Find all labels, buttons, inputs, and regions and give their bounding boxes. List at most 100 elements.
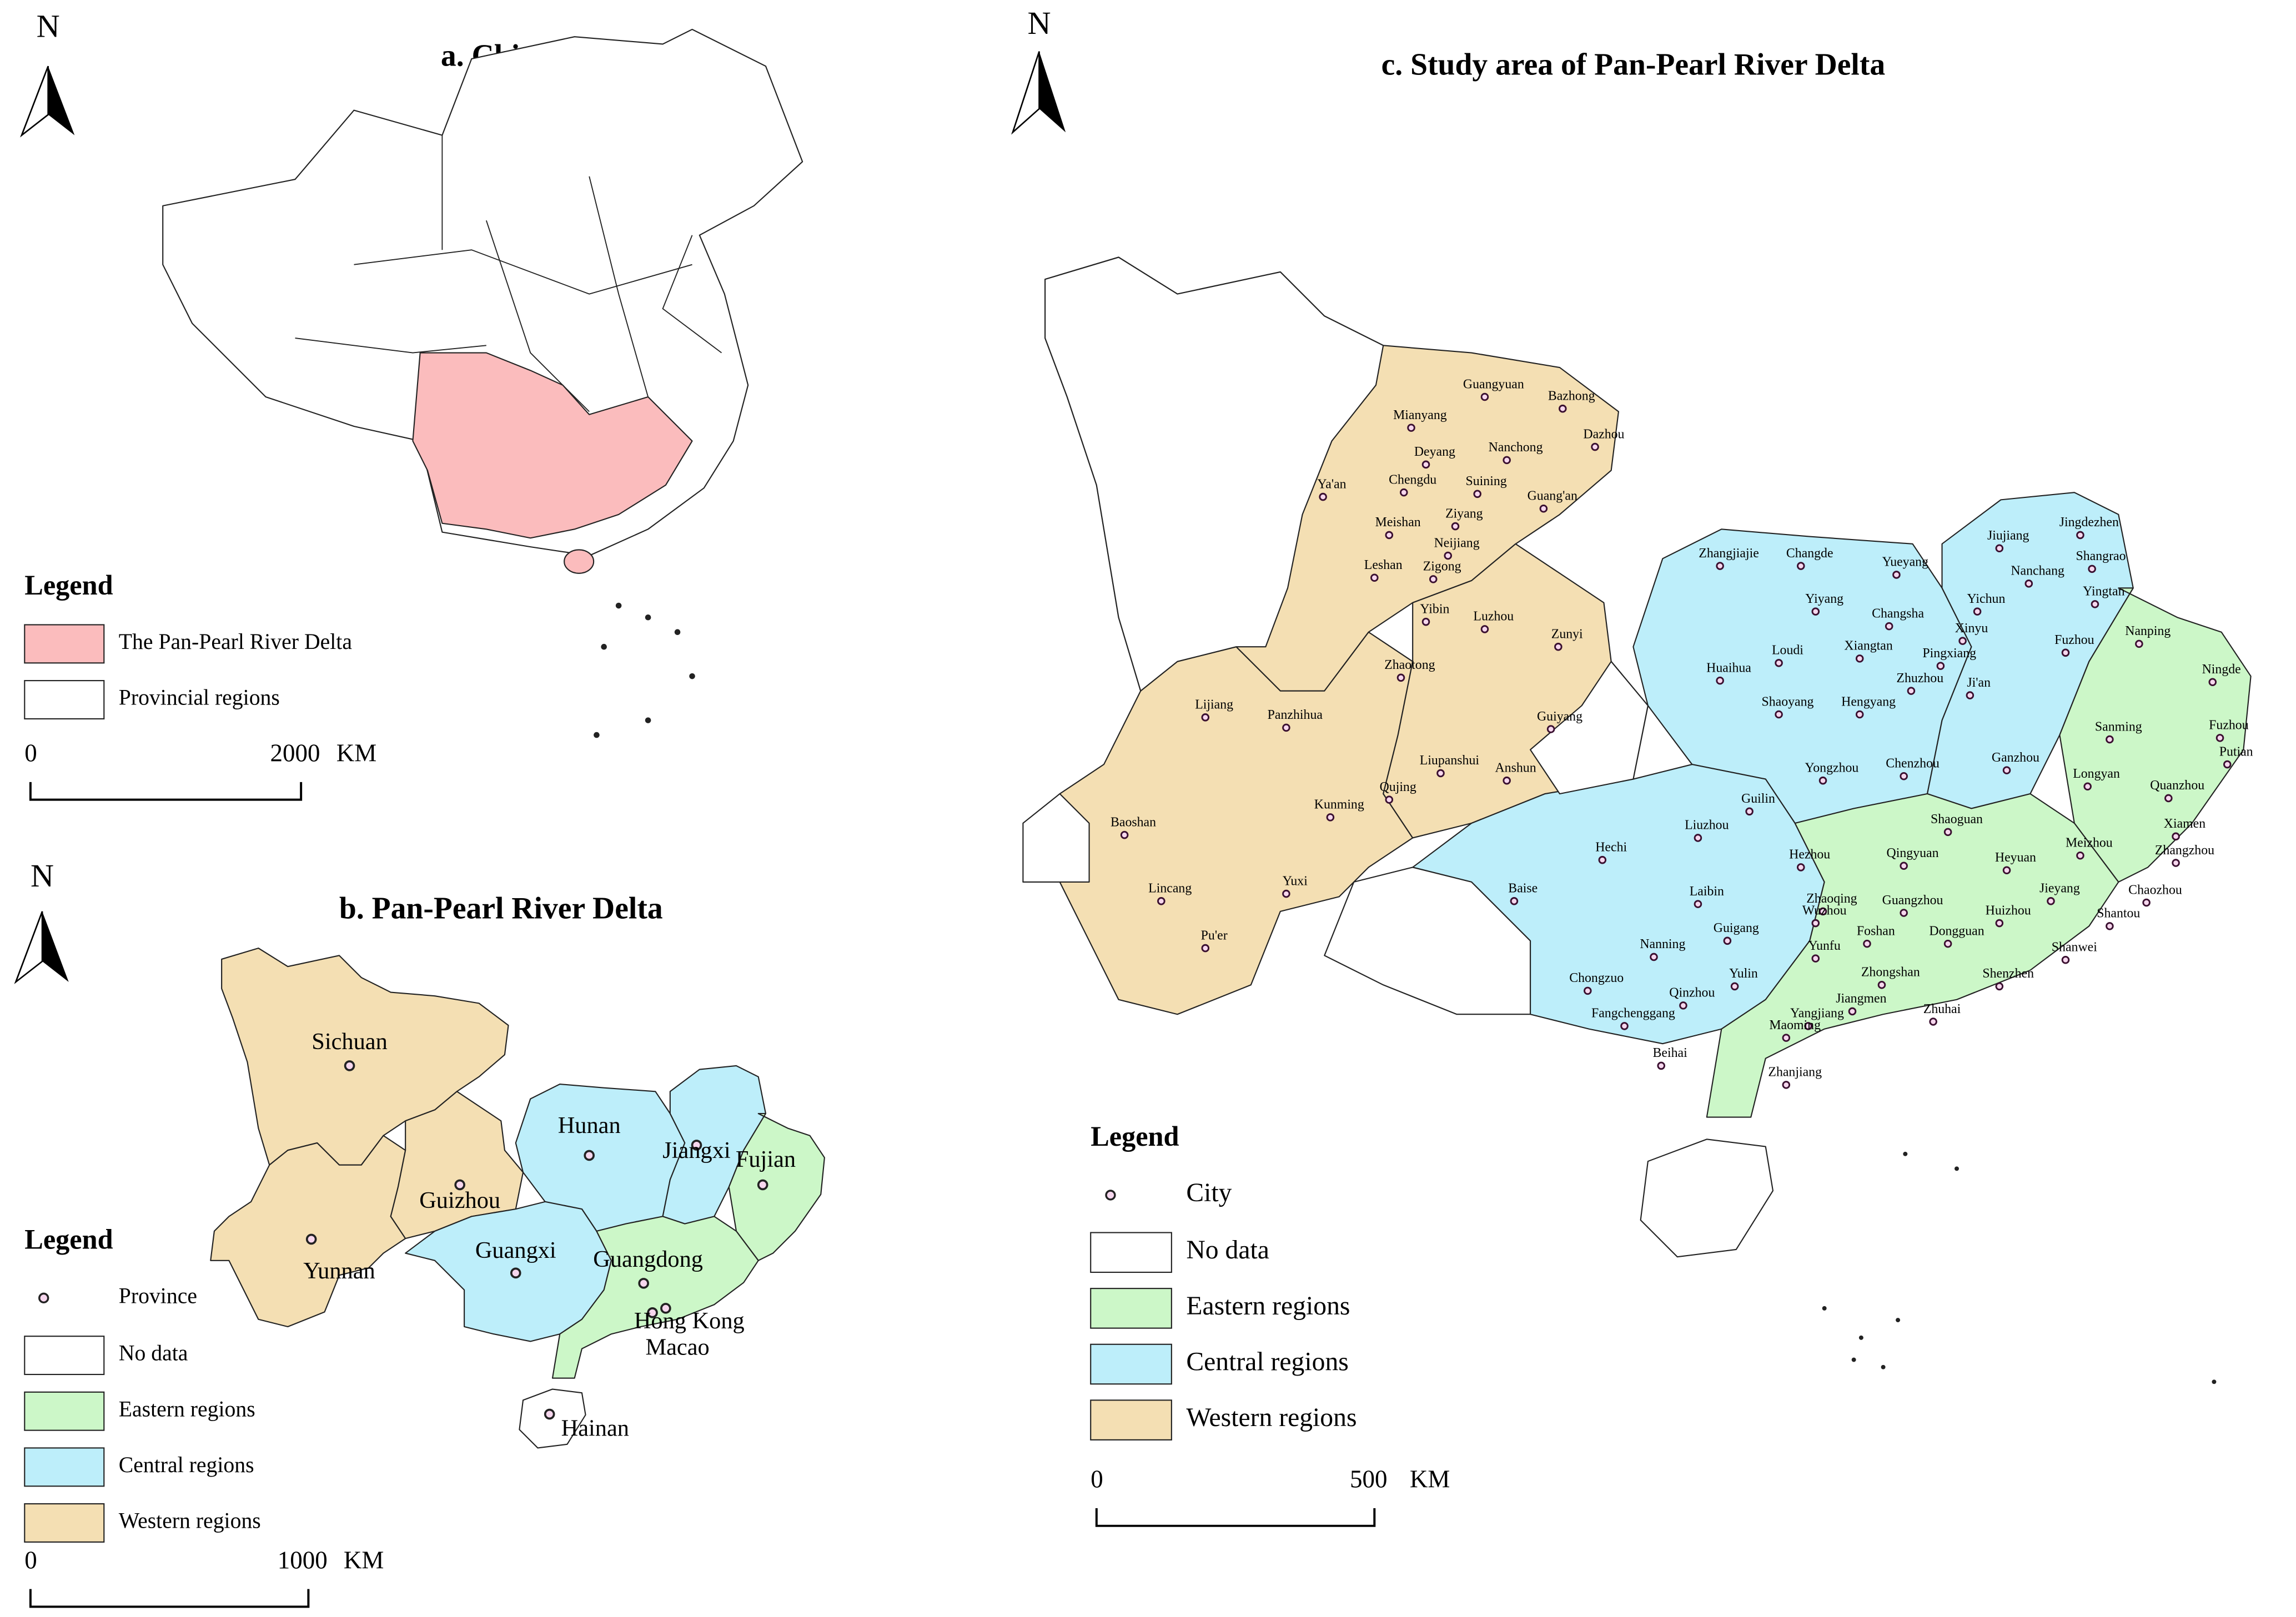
city-point bbox=[1995, 544, 2004, 553]
city-point bbox=[1892, 571, 1901, 579]
province-point bbox=[584, 1150, 595, 1161]
city-label: Jingdezhen bbox=[2059, 515, 2119, 530]
city-label: Suining bbox=[1466, 474, 1507, 488]
north-label: N bbox=[1027, 5, 1051, 41]
city-point bbox=[2002, 766, 2011, 774]
province-area bbox=[1640, 1139, 1774, 1258]
city-label: Yingtan bbox=[2083, 585, 2125, 599]
city-label: Liuzhou bbox=[1685, 818, 1729, 833]
legend-label: Province bbox=[119, 1283, 197, 1308]
city-label: Ziyang bbox=[1445, 506, 1483, 521]
city-point bbox=[1775, 710, 1783, 719]
scale-label: 500 bbox=[1350, 1465, 1388, 1493]
province-point bbox=[757, 1179, 768, 1191]
city-point bbox=[1620, 1022, 1629, 1030]
city-label: Laibin bbox=[1690, 884, 1724, 899]
city-point bbox=[1863, 939, 1871, 948]
city-label: Fuzhou bbox=[2054, 633, 2094, 647]
island bbox=[601, 643, 607, 650]
legend-title: Legend bbox=[1091, 1121, 1179, 1152]
city-label: Bazhong bbox=[1548, 389, 1595, 403]
city-label: Shaoguan bbox=[1931, 812, 1983, 827]
city-label: Dongguan bbox=[1929, 924, 1984, 938]
province-label: Jiangxi bbox=[662, 1137, 730, 1163]
city-point bbox=[1694, 834, 1702, 842]
city-point bbox=[1584, 986, 1592, 995]
province-point bbox=[660, 1303, 671, 1314]
province-point bbox=[544, 1408, 555, 1420]
north-arrow-a bbox=[20, 66, 75, 138]
city-label: Zigong bbox=[1423, 560, 1461, 574]
city-point bbox=[2106, 922, 2114, 930]
city-point bbox=[1818, 776, 1827, 785]
province-point bbox=[510, 1267, 521, 1279]
island bbox=[1822, 1306, 1827, 1311]
legend-label: Eastern regions bbox=[119, 1397, 255, 1421]
study-area-map bbox=[1022, 256, 2252, 1384]
city-label: Nanchong bbox=[1489, 440, 1543, 455]
city-point bbox=[1407, 424, 1415, 432]
city-label: Fuzhou bbox=[2209, 718, 2249, 733]
city-point bbox=[1855, 710, 1864, 719]
city-point bbox=[1385, 531, 1394, 540]
city-label: Xiamen bbox=[2164, 817, 2206, 831]
island bbox=[615, 602, 622, 609]
city-point bbox=[1877, 980, 1886, 989]
city-point bbox=[1900, 909, 1908, 917]
city-point bbox=[1546, 725, 1555, 733]
city-point bbox=[1811, 954, 1820, 963]
ppr-region bbox=[564, 549, 595, 574]
city-point bbox=[1319, 492, 1327, 501]
city-label: Zhuzhou bbox=[1896, 671, 1943, 686]
province-label: Hong Kong bbox=[634, 1308, 745, 1334]
city-point bbox=[1554, 642, 1563, 651]
scale-label: 0 bbox=[1091, 1465, 1103, 1493]
panel-title: c. Study area of Pan-Pearl River Delta bbox=[1381, 48, 1886, 82]
province-border bbox=[589, 176, 649, 397]
city-point bbox=[1282, 723, 1290, 732]
city-label: Yangjiang bbox=[1790, 1006, 1844, 1021]
city-label: Wuzhou bbox=[1802, 903, 1847, 918]
legend-swatch bbox=[24, 1503, 105, 1543]
legend-label: Central regions bbox=[119, 1453, 254, 1477]
city-label: Huizhou bbox=[1986, 903, 2031, 918]
city-point bbox=[1716, 562, 1724, 570]
legend-swatch bbox=[24, 1391, 105, 1431]
legend-swatch bbox=[1090, 1232, 1172, 1273]
province-label: Sichuan bbox=[312, 1029, 387, 1055]
legend-swatch bbox=[1090, 1343, 1172, 1385]
city-point bbox=[1848, 1007, 1857, 1016]
labels: Sichuan Yunnan Guizhou Hunan Jiangxi Fujian Gu… bbox=[24, 377, 2253, 1608]
city-point bbox=[1598, 855, 1607, 864]
city-label: Anshun bbox=[1495, 760, 1536, 775]
city-label: Yongzhou bbox=[1805, 760, 1858, 775]
city-point bbox=[1429, 575, 1438, 583]
city-label: Qingyuan bbox=[1887, 846, 1939, 860]
province-label: Yunnan bbox=[303, 1258, 375, 1284]
city-point bbox=[1326, 813, 1335, 822]
legend-swatch bbox=[1090, 1399, 1172, 1440]
city-point bbox=[1650, 953, 1658, 961]
island bbox=[1903, 1151, 1908, 1156]
city-point bbox=[1157, 897, 1165, 905]
city-point bbox=[1451, 522, 1460, 531]
province-area bbox=[210, 1135, 406, 1328]
city-point bbox=[1282, 889, 1290, 898]
city-label: Xinyu bbox=[1955, 621, 1988, 636]
province-label: Guizhou bbox=[419, 1187, 500, 1213]
city-point bbox=[1885, 622, 1893, 631]
legend-label: Central regions bbox=[1186, 1347, 1348, 1376]
legend-label: No data bbox=[1186, 1236, 1269, 1265]
city-point bbox=[1966, 691, 1975, 699]
city-point bbox=[1396, 673, 1405, 682]
province-area bbox=[662, 1065, 767, 1225]
city-label: Dazhou bbox=[1583, 427, 1624, 441]
city-point bbox=[1559, 404, 1567, 413]
city-point bbox=[2223, 760, 2232, 769]
no-data-area bbox=[1324, 867, 1531, 1015]
city-label: Loudi bbox=[1772, 643, 1803, 658]
city-label: Chenzhou bbox=[1886, 757, 1940, 771]
city-label: Quanzhou bbox=[2150, 778, 2204, 793]
city-label: Zhangjiajie bbox=[1699, 546, 1759, 561]
province-area bbox=[1706, 793, 2119, 1118]
